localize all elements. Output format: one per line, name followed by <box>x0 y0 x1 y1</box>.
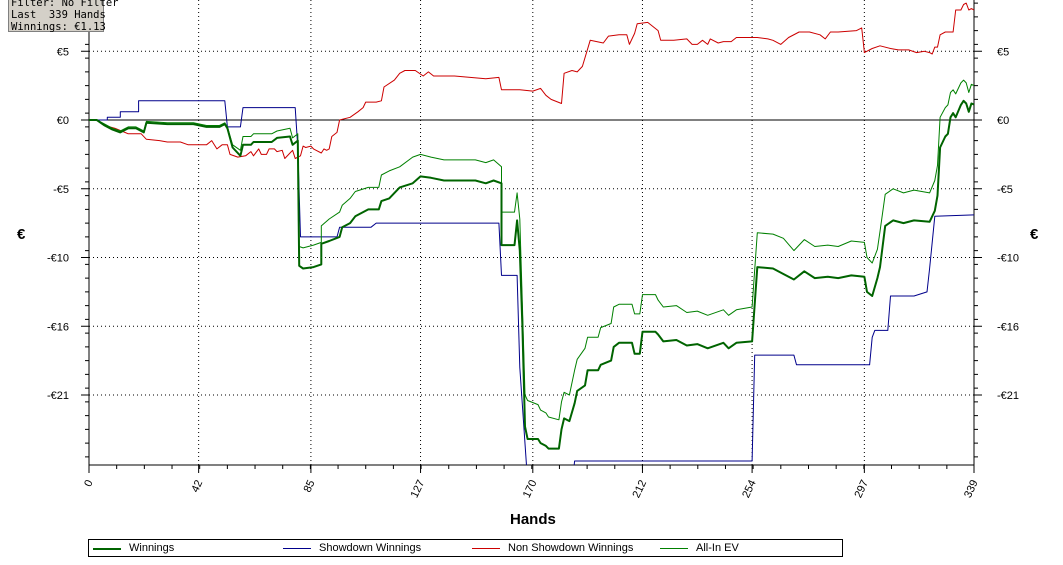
legend-swatch-showdown <box>283 548 311 549</box>
x-tick-label: 0 <box>82 478 95 489</box>
y-tick-label-right: €5 <box>997 46 1009 58</box>
series-line-allin-ev <box>89 79 974 421</box>
legend-label-allin-ev: All-In EV <box>696 542 739 554</box>
legend-label-non-showdown: Non Showdown Winnings <box>508 542 634 554</box>
x-tick-label: 42 <box>189 478 205 494</box>
y-tick-label-right: €0 <box>997 115 1009 127</box>
y-tick-label-right: -€16 <box>997 321 1019 333</box>
x-tick-label: 297 <box>852 478 871 500</box>
series-line-showdown <box>89 100 974 465</box>
series-line-non-showdown <box>89 2 974 159</box>
legend-label-winnings: Winnings <box>129 542 175 554</box>
legend-label-showdown: Showdown Winnings <box>319 542 422 554</box>
y-tick-label-left: -€5 <box>53 184 69 196</box>
x-tick-label: 85 <box>302 478 318 494</box>
y-tick-label-left: €5 <box>57 46 69 58</box>
filter-info-box: Filter: No Filter Last 339 Hands Winning… <box>8 0 119 33</box>
y-tick-label-left: €0 <box>57 115 69 127</box>
series-line-winnings <box>89 99 974 450</box>
y-tick-label-left: -€21 <box>47 390 69 402</box>
hands-count-label: Last 339 Hands <box>11 9 106 21</box>
y-tick-label-right: -€21 <box>997 390 1019 402</box>
y-tick-label-left: -€10 <box>47 253 69 265</box>
plot-area <box>89 0 974 465</box>
chart-legend: Winnings Showdown Winnings Non Showdown … <box>88 539 843 557</box>
legend-swatch-allin-ev <box>660 548 688 549</box>
legend-swatch-winnings <box>93 548 121 550</box>
x-tick-label: 212 <box>631 478 650 500</box>
x-tick-label: 254 <box>740 478 759 500</box>
x-tick-label: 127 <box>409 478 428 500</box>
x-tick-label: 339 <box>962 478 981 500</box>
y-tick-label-right: -€5 <box>997 184 1013 196</box>
winnings-total-label: Winnings: €1.13 <box>11 21 106 33</box>
filter-label: Filter: No Filter <box>11 0 119 9</box>
legend-swatch-non-showdown <box>472 548 500 549</box>
y-axis-title-left: € <box>17 226 26 243</box>
y-axis-title-right: € <box>1030 226 1039 243</box>
x-axis-title: Hands <box>510 511 556 528</box>
y-tick-label-left: -€16 <box>47 321 69 333</box>
y-tick-label-right: -€10 <box>997 253 1019 265</box>
x-tick-label: 170 <box>521 478 540 500</box>
